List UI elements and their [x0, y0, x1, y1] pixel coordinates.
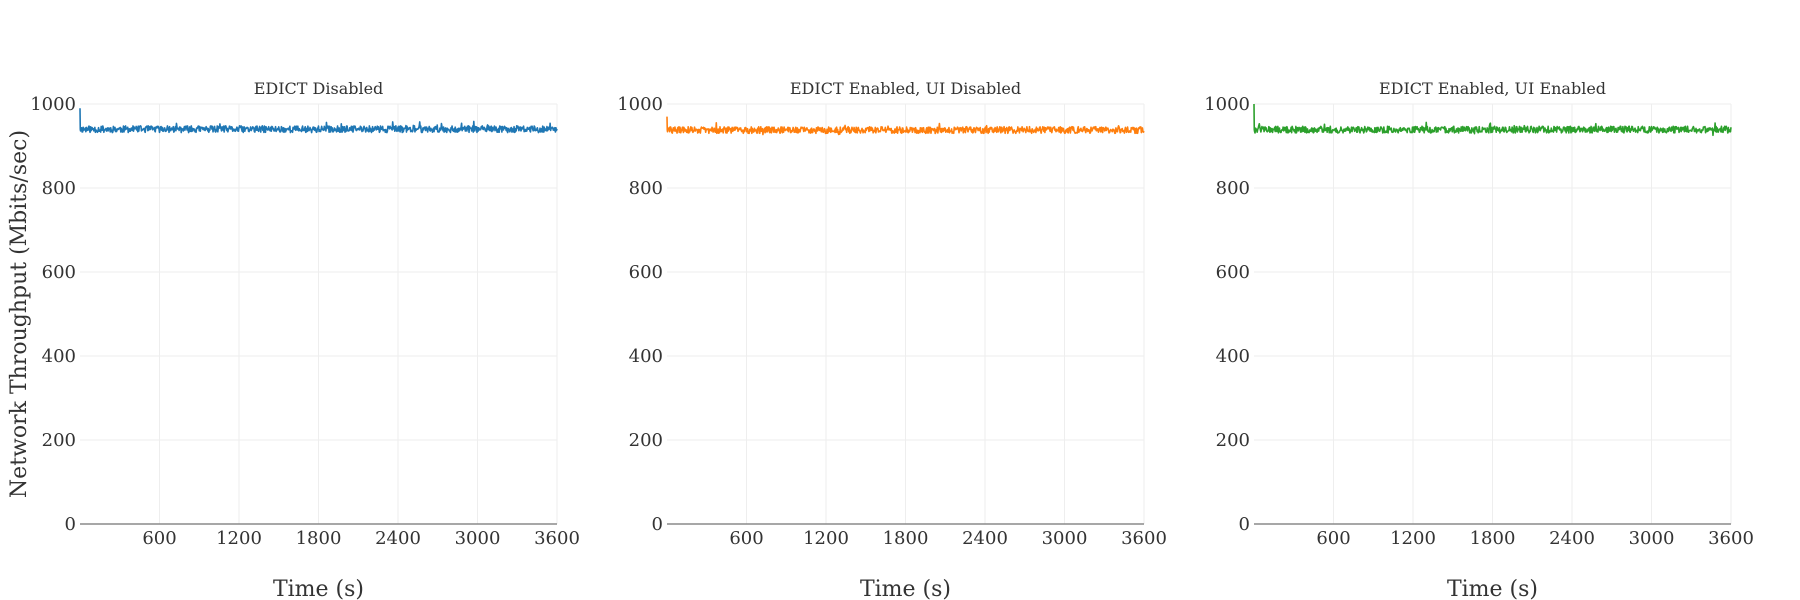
panel-title: EDICT Disabled	[254, 79, 384, 98]
x-tick-label: 1800	[1470, 528, 1516, 549]
x-axis-title: Time (s)	[273, 577, 364, 600]
y-tick-label: 600	[42, 262, 76, 283]
x-tick-label: 2400	[962, 528, 1008, 549]
panel-1: 0 200 400 600 800 1000 600 1200 1800 2400 3000 3600…	[30, 79, 580, 600]
x-tick-label: 1800	[883, 528, 929, 549]
y-tick-label: 1000	[30, 94, 76, 115]
y-tick-label: 0	[652, 514, 663, 535]
y-tick-label: 200	[629, 430, 663, 451]
y-axis-title: Network Throughput (Mbits/sec)	[7, 130, 32, 498]
x-axis-title: Time (s)	[860, 577, 951, 600]
y-tick-label: 800	[629, 178, 663, 199]
y-tick-label: 400	[629, 346, 663, 367]
y-tick-label: 0	[65, 514, 76, 535]
x-tick-label: 2400	[375, 528, 421, 549]
y-tick-label: 600	[629, 262, 663, 283]
x-tick-label: 3600	[534, 528, 580, 549]
x-tick-label: 600	[729, 528, 763, 549]
y-tick-label: 1000	[1204, 94, 1250, 115]
panel-title: EDICT Enabled, UI Disabled	[790, 79, 1021, 98]
x-tick-label: 3600	[1708, 528, 1754, 549]
y-tick-label: 200	[1216, 430, 1250, 451]
y-tick-label: 400	[42, 346, 76, 367]
y-tick-label: 1000	[617, 94, 663, 115]
series-line	[79, 108, 558, 134]
x-tick-label: 600	[142, 528, 176, 549]
panel-2: 0 200 400 600 800 1000 600 1200 1800 2400 3000 3600…	[617, 79, 1167, 600]
series-line	[666, 116, 1145, 136]
x-tick-label: 3000	[455, 528, 501, 549]
y-tick-label: 800	[1216, 178, 1250, 199]
panels: 0 200 400 600 800 1000 600 1200 1800 2400 3000 3600…	[30, 79, 1754, 600]
x-tick-label: 2400	[1549, 528, 1595, 549]
x-tick-label: 1200	[1390, 528, 1436, 549]
x-tick-label: 3600	[1121, 528, 1167, 549]
y-tick-label: 600	[1216, 262, 1250, 283]
x-tick-label: 1800	[296, 528, 342, 549]
x-axis-title: Time (s)	[1447, 577, 1538, 600]
y-tick-label: 800	[42, 178, 76, 199]
x-tick-label: 3000	[1629, 528, 1675, 549]
series-line	[1253, 103, 1732, 137]
x-tick-label: 1200	[803, 528, 849, 549]
panel-title: EDICT Enabled, UI Enabled	[1379, 79, 1606, 98]
x-tick-label: 3000	[1042, 528, 1088, 549]
x-tick-label: 1200	[216, 528, 262, 549]
y-tick-label: 200	[42, 430, 76, 451]
y-tick-label: 0	[1239, 514, 1250, 535]
panel-3: 0 200 400 600 800 1000 600 1200 1800 2400 3000 3600…	[1204, 79, 1754, 600]
x-tick-label: 600	[1316, 528, 1350, 549]
y-tick-label: 400	[1216, 346, 1250, 367]
